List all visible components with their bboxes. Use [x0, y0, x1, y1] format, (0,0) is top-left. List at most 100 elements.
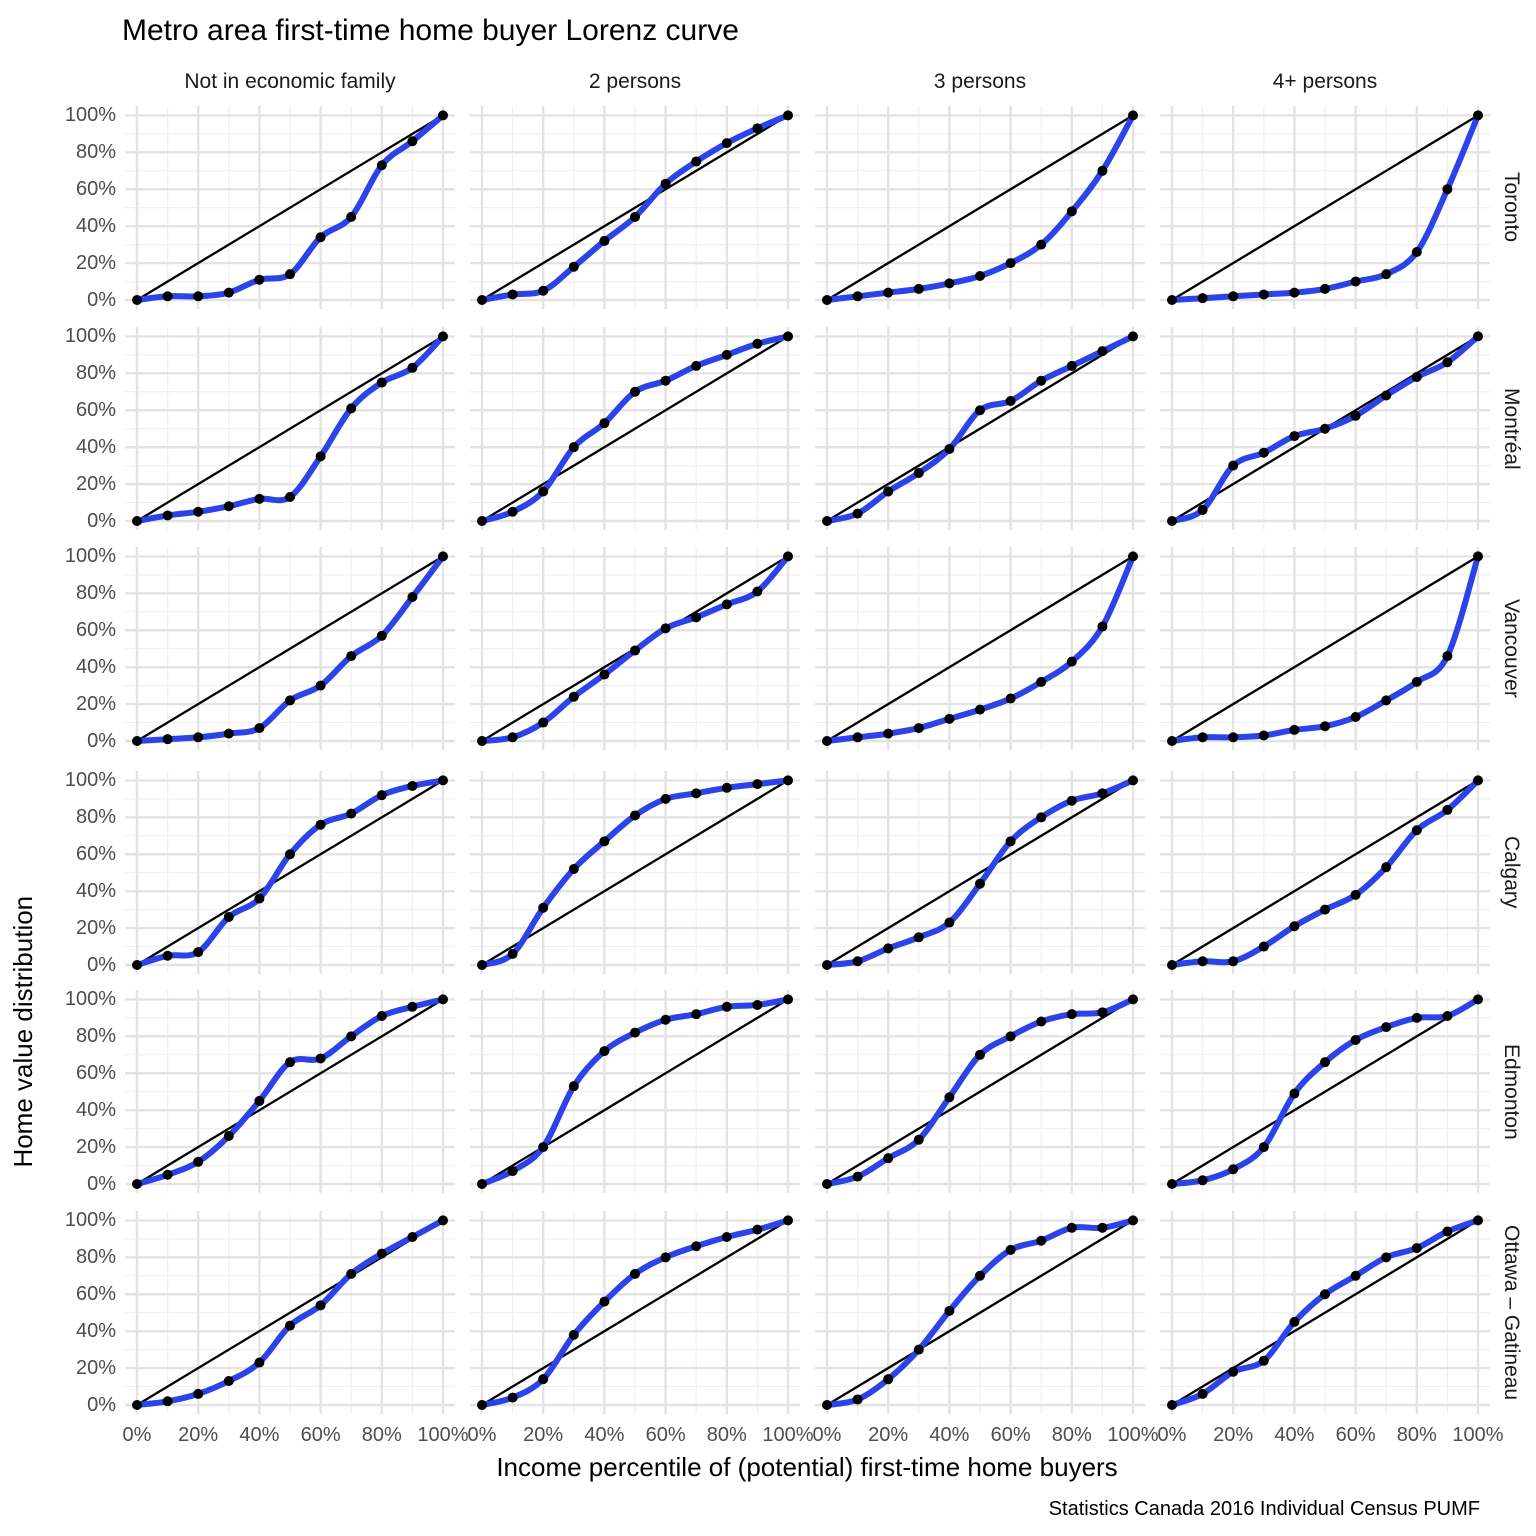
- data-point: [721, 1001, 732, 1012]
- data-point: [538, 285, 549, 296]
- x-tick-label: 60%: [990, 1424, 1031, 1446]
- data-point: [254, 493, 265, 504]
- data-point: [752, 779, 763, 790]
- y-tick-label: 20%: [75, 473, 116, 496]
- y-tick-label: 100%: [64, 104, 116, 127]
- y-tick-label: 60%: [75, 843, 116, 866]
- equality-line: [481, 1219, 789, 1406]
- x-tick-label: 0%: [467, 1424, 497, 1446]
- data-point: [376, 790, 387, 801]
- data-point: [507, 1166, 518, 1177]
- data-point: [975, 271, 985, 282]
- panel-toronto-3-persons: [815, 106, 1145, 309]
- y-tick-label: 100%: [64, 988, 116, 1011]
- data-point: [691, 788, 702, 799]
- equality-line: [481, 779, 789, 966]
- data-point: [1066, 206, 1077, 217]
- data-point: [1197, 956, 1208, 967]
- y-tick-label: 0%: [87, 289, 116, 311]
- data-point: [1411, 372, 1422, 383]
- data-point: [691, 360, 702, 371]
- data-point: [507, 732, 518, 743]
- y-tick-label: 0%: [87, 730, 116, 752]
- equality-line: [136, 779, 444, 966]
- data-point: [913, 723, 924, 734]
- data-point: [438, 775, 448, 786]
- data-point: [346, 403, 357, 414]
- data-point: [1350, 712, 1361, 723]
- data-point: [1036, 812, 1047, 823]
- data-point: [630, 645, 640, 656]
- data-point: [1197, 1388, 1208, 1399]
- data-point: [944, 444, 955, 455]
- y-tick-label: 40%: [75, 1320, 116, 1343]
- data-point: [1258, 1142, 1269, 1153]
- data-point: [1320, 1289, 1330, 1300]
- data-point: [822, 295, 832, 305]
- data-point: [1350, 410, 1361, 421]
- data-point: [1228, 291, 1239, 302]
- data-point: [1167, 1179, 1177, 1189]
- data-point: [1411, 1012, 1422, 1023]
- data-point: [538, 1142, 549, 1153]
- data-point: [1473, 775, 1483, 786]
- data-point: [1258, 447, 1269, 458]
- data-point: [975, 1270, 985, 1281]
- x-tick-label: 20%: [1213, 1424, 1254, 1446]
- equality-line: [826, 1219, 1134, 1406]
- x-tick-label: 20%: [523, 1424, 564, 1446]
- data-point: [1350, 889, 1361, 900]
- data-point: [691, 156, 702, 167]
- equality-line: [481, 114, 789, 301]
- data-point: [132, 960, 142, 970]
- data-point: [1228, 1164, 1239, 1175]
- data-point: [1036, 239, 1047, 250]
- panel-montr-al-3-persons: [815, 327, 1145, 530]
- y-tick-label: 20%: [75, 693, 116, 716]
- x-tick-label: 0%: [122, 1424, 152, 1446]
- data-point: [1066, 1009, 1077, 1020]
- y-tick-label: 80%: [75, 362, 116, 385]
- equality-line: [481, 335, 789, 522]
- data-point: [438, 1215, 448, 1226]
- data-point: [1320, 283, 1330, 294]
- data-point: [1097, 788, 1108, 799]
- data-point: [721, 349, 732, 360]
- data-point: [630, 1268, 640, 1279]
- data-point: [1320, 721, 1330, 732]
- data-point: [975, 878, 985, 889]
- data-point: [285, 269, 295, 280]
- data-point: [660, 178, 671, 189]
- y-tick-label: 20%: [75, 252, 116, 275]
- panel-calgary-2-persons: [470, 771, 800, 974]
- data-point: [193, 1156, 204, 1167]
- data-point: [721, 138, 732, 149]
- data-point: [752, 123, 763, 134]
- data-point: [162, 1169, 173, 1180]
- data-point: [162, 291, 173, 302]
- panel-ottawa-gatineau-3-persons: [815, 1211, 1145, 1414]
- x-tick-label: 40%: [929, 1424, 970, 1446]
- data-point: [346, 211, 357, 222]
- panel-edmonton-2-persons: [470, 990, 800, 1193]
- facet-row-strip-montr-al: Montréal: [1500, 387, 1523, 470]
- data-point: [1258, 1355, 1269, 1366]
- data-point: [660, 793, 671, 804]
- data-point: [1167, 736, 1177, 746]
- equality-line: [1171, 1219, 1479, 1406]
- data-point: [1005, 396, 1016, 407]
- y-tick-label: 80%: [75, 582, 116, 605]
- data-point: [975, 704, 985, 715]
- data-point: [315, 1300, 326, 1311]
- data-point: [944, 917, 955, 928]
- data-point: [1442, 1011, 1453, 1022]
- data-point: [1128, 551, 1138, 562]
- panel-calgary-4-persons: [1160, 771, 1490, 974]
- data-point: [1289, 431, 1300, 442]
- data-point: [407, 592, 418, 603]
- x-tick-label: 40%: [1274, 1424, 1315, 1446]
- data-point: [1442, 357, 1453, 368]
- data-point: [883, 728, 894, 739]
- data-point: [538, 717, 549, 728]
- data-point: [1066, 360, 1077, 371]
